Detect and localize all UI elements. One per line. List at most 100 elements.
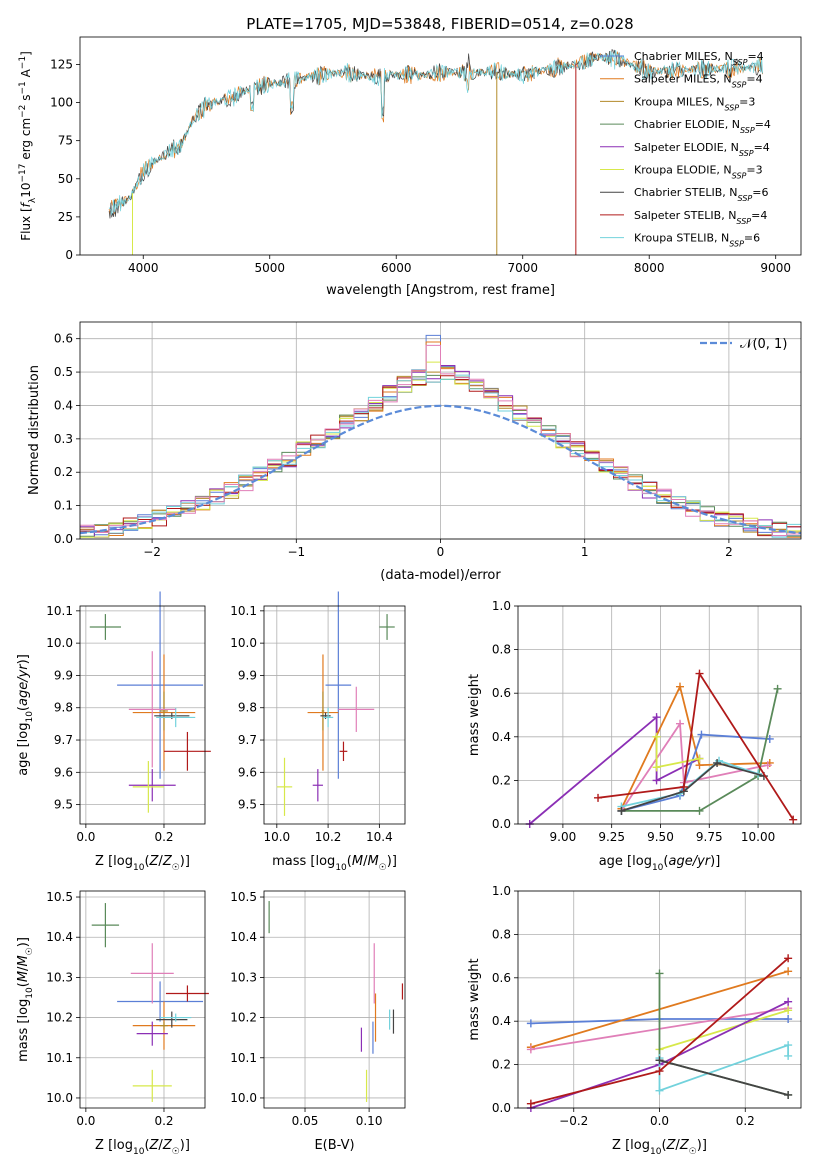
legend-label: Salpeter ELODIE, NSSP=4 xyxy=(634,141,770,158)
legend-label: Salpeter STELIB, NSSP=4 xyxy=(634,209,767,226)
x-tick-label: 5000 xyxy=(254,261,285,275)
weight_vs_Z-ylabel: mass weight xyxy=(467,958,482,1040)
weight-marker xyxy=(675,682,684,691)
mass_vs_ebv-axes: 0.05 0.10 10.0 10.1 10.2 10.3 10.4 10.5 xyxy=(230,890,405,1128)
x-tick-label: 0.2 xyxy=(154,1114,173,1128)
x-tick-label: 9000 xyxy=(760,261,791,275)
y-tick-label: 10.0 xyxy=(46,1091,73,1105)
y-tick-label: 100 xyxy=(50,96,73,110)
legend-label: Chabrier ELODIE, NSSP=4 xyxy=(634,118,771,135)
x-tick-label: 0.05 xyxy=(292,1114,319,1128)
weight-line xyxy=(659,1059,789,1096)
weight-marker xyxy=(652,713,661,722)
weight-marker xyxy=(763,761,772,770)
x-tick-label: 0.2 xyxy=(736,1114,755,1128)
spectrum-ylabel: Flux [fλ10−17 erg cm−2 s−1 A−1] xyxy=(18,51,38,241)
age_vs_Z-ylabel: age [log10(age/yr)] xyxy=(16,654,35,776)
weight_vs_age-frame xyxy=(517,605,802,825)
weight-line xyxy=(621,762,765,812)
weight-line xyxy=(620,721,768,812)
spectrum-frame xyxy=(79,36,802,256)
legend-label: Kroupa STELIB, NSSP=6 xyxy=(634,232,760,249)
weight-marker xyxy=(713,758,722,767)
age_vs_mass-points xyxy=(276,591,395,816)
weight-marker xyxy=(526,1045,535,1054)
mass_vs_ebv-xlabel: E(B-V) xyxy=(314,1138,354,1153)
weight-marker xyxy=(679,782,688,791)
weight-marker xyxy=(784,1006,793,1015)
age_vs_Z-axes: 0.0 0.2 9.5 9.6 9.7 9.8 9.9 10.0 10.1 xyxy=(46,604,205,844)
x-tick-label: 0.0 xyxy=(76,830,95,844)
x-tick-label: 8000 xyxy=(634,261,665,275)
weight-marker xyxy=(784,1015,793,1024)
y-tick-label: 0.8 xyxy=(492,643,511,657)
spectrum-lines xyxy=(108,49,763,255)
y-tick-label: 0.1 xyxy=(54,499,73,513)
x-tick-label: 9.25 xyxy=(598,830,625,844)
y-tick-label: 10.1 xyxy=(230,1051,257,1065)
y-tick-label: 0.4 xyxy=(492,730,511,744)
y-tick-label: 10.0 xyxy=(46,636,73,650)
weight-line xyxy=(659,1009,789,1051)
x-tick-label: 1 xyxy=(581,545,589,559)
y-tick-label: 25 xyxy=(58,210,73,224)
weight-line xyxy=(621,688,779,812)
age_vs_Z-xlabel: Z [log10(Z/Z☉)] xyxy=(95,854,190,873)
y-tick-label: 0.2 xyxy=(492,1058,511,1072)
y-tick-label: 1.0 xyxy=(492,884,511,898)
y-tick-label: 0.3 xyxy=(54,432,73,446)
weight-marker xyxy=(784,1051,793,1060)
y-tick-label: 10.2 xyxy=(230,1011,257,1025)
y-tick-label: 9.8 xyxy=(54,701,73,715)
histogram-ylabel: Normed distribution xyxy=(27,365,42,495)
x-tick-label: 10.0 xyxy=(263,830,290,844)
weight-marker xyxy=(695,806,704,815)
y-tick-label: 0.8 xyxy=(492,927,511,941)
age_vs_mass-frame xyxy=(263,605,406,825)
y-tick-label: 9.7 xyxy=(238,733,257,747)
weight-marker xyxy=(784,967,793,976)
y-tick-label: 9.9 xyxy=(238,668,257,682)
histogram-frame xyxy=(79,321,802,540)
weight-marker xyxy=(652,776,661,785)
age_vs_Z-frame xyxy=(79,605,206,825)
y-tick-label: 10.1 xyxy=(230,604,257,618)
x-tick-label: −0.2 xyxy=(559,1114,588,1128)
weight-marker xyxy=(695,669,704,678)
weight-line xyxy=(597,671,794,821)
y-tick-label: 0.0 xyxy=(492,1101,511,1115)
legend-label: Chabrier MILES, NSSP=4 xyxy=(634,50,764,67)
legend-label: Kroupa MILES, NSSP=3 xyxy=(634,95,755,112)
weight-marker xyxy=(784,954,793,963)
y-tick-label: 1.0 xyxy=(492,599,511,613)
x-tick-label: 7000 xyxy=(507,261,538,275)
legend-label: Salpeter MILES, NSSP=4 xyxy=(634,73,763,90)
y-tick-label: 10.5 xyxy=(46,890,73,904)
weight_vs_age-ylabel: mass weight xyxy=(467,674,482,756)
x-tick-label: 0.2 xyxy=(154,830,173,844)
mass_vs_Z-xlabel: Z [log10(Z/Z☉)] xyxy=(95,1138,190,1157)
y-tick-label: 0.2 xyxy=(54,465,73,479)
figure-title: PLATE=1705, MJD=53848, FIBERID=0514, z=0… xyxy=(246,15,633,33)
y-tick-label: 125 xyxy=(50,57,73,71)
x-tick-label: 9.75 xyxy=(696,830,723,844)
x-tick-label: 0.0 xyxy=(76,1114,95,1128)
x-tick-label: 10.00 xyxy=(741,830,775,844)
y-tick-label: 50 xyxy=(58,172,73,186)
legend-label: Kroupa ELODIE, NSSP=3 xyxy=(634,164,763,181)
y-tick-label: 0.6 xyxy=(492,971,511,985)
weight-marker xyxy=(655,1086,664,1095)
weight-marker xyxy=(526,1019,535,1028)
weight_vs_Z-xlabel: Z [log10(Z/Z☉)] xyxy=(612,1138,707,1157)
y-tick-label: 9.8 xyxy=(238,701,257,715)
y-tick-label: 10.0 xyxy=(230,636,257,650)
legend-label: Chabrier STELIB, NSSP=6 xyxy=(634,186,768,203)
y-tick-label: 0.4 xyxy=(54,398,73,412)
y-tick-label: 10.1 xyxy=(46,604,73,618)
histogram-series xyxy=(80,369,801,538)
x-tick-label: 0 xyxy=(437,545,445,559)
mass_vs_ebv-points xyxy=(268,901,404,1102)
age_vs_Z-points xyxy=(89,591,211,813)
y-tick-label: 10.4 xyxy=(46,930,73,944)
